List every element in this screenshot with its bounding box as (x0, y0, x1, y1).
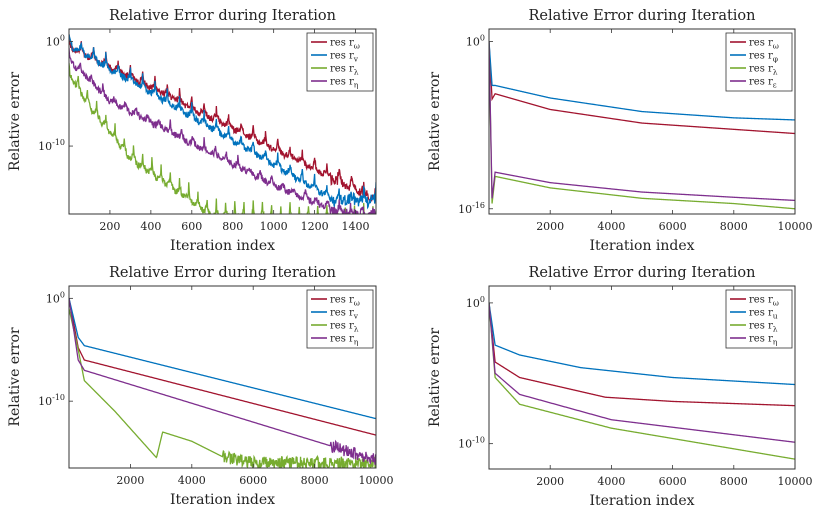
x-tick-label: 1400 (342, 220, 370, 233)
x-axis-label: Iteration index (589, 493, 694, 509)
y-tick-label: 10-10 (458, 436, 485, 451)
x-tick-label: 4000 (597, 475, 625, 488)
plot-frame (68, 28, 377, 215)
legend-label: res rv (330, 308, 359, 321)
y-tick-label: 10-16 (458, 201, 485, 216)
plot-frame (488, 28, 796, 215)
x-tick-label: 8000 (301, 474, 329, 487)
x-tick-label: 6000 (239, 474, 267, 487)
legend-label: res rη (330, 77, 359, 90)
x-tick-label: 2000 (536, 220, 564, 233)
y-tick-label: 10-10 (38, 393, 65, 408)
series-line (489, 41, 795, 135)
subplot-1: Relative Error during Iteration Iteration… (7, 8, 377, 254)
x-tick-label: 4000 (178, 474, 206, 487)
series-line (489, 302, 795, 460)
x-tick-label: 1200 (301, 220, 329, 233)
y-tick-label: 100 (466, 295, 485, 310)
legend-label: res rλ (749, 321, 778, 334)
x-axis-label: Iteration index (589, 238, 694, 254)
x-tick-label: 2000 (116, 474, 144, 487)
series-line (489, 302, 795, 386)
x-axis-label: Iteration index (170, 492, 275, 508)
series-line (489, 41, 795, 202)
plot-frame (488, 285, 796, 470)
legend-label: res rω (330, 38, 360, 51)
y-axis-label: Relative error (7, 72, 23, 171)
x-tick-label: 2000 (536, 475, 564, 488)
y-axis-label: Relative error (7, 327, 23, 426)
subplot-3: Relative Error during Iteration Iteration… (7, 265, 394, 508)
series-line (489, 302, 795, 407)
y-tick-label: 100 (46, 34, 65, 49)
legend-label: res rω (749, 295, 779, 308)
x-tick-label: 8000 (720, 475, 748, 488)
y-tick-label: 100 (466, 34, 485, 49)
x-tick-label: 10000 (778, 220, 813, 233)
x-tick-label: 10000 (778, 475, 813, 488)
series-line (69, 34, 376, 202)
series-line (69, 308, 376, 468)
legend-label: res rv (330, 51, 359, 64)
x-tick-label: 6000 (659, 475, 687, 488)
series-line (489, 41, 795, 210)
legend-label: res rω (749, 38, 779, 51)
legend-label: res rε (749, 77, 777, 90)
chart-title: Relative Error during Iteration (528, 8, 755, 24)
y-axis-label: Relative error (427, 328, 443, 427)
series-line (69, 298, 376, 465)
series-line (69, 47, 376, 214)
x-tick-label: 8000 (720, 220, 748, 233)
legend-label: res rλ (330, 321, 359, 334)
x-tick-label: 1000 (260, 220, 288, 233)
y-tick-label: 10-10 (38, 138, 65, 153)
chart-title: Relative Error during Iteration (528, 265, 755, 281)
x-tick-label: 10000 (359, 474, 394, 487)
x-tick-label: 600 (181, 220, 202, 233)
subplot-2: Relative Error during Iteration Iteration… (427, 8, 813, 254)
series-line (69, 298, 376, 436)
legend-label: res ru (749, 308, 778, 321)
series-line (69, 298, 376, 420)
x-tick-label: 6000 (659, 220, 687, 233)
y-axis-label: Relative error (427, 72, 443, 171)
subplot-4: Relative Error during Iteration Iteration… (427, 265, 813, 509)
legend-label: res rφ (749, 51, 778, 64)
chart-title: Relative Error during Iteration (109, 8, 336, 24)
x-tick-label: 200 (99, 220, 120, 233)
x-tick-label: 4000 (597, 220, 625, 233)
series-line (489, 302, 795, 443)
legend-label: res rω (330, 295, 360, 308)
series-line (69, 62, 374, 214)
series-line (489, 41, 795, 121)
x-tick-label: 400 (140, 220, 161, 233)
legend-label: res rλ (749, 64, 778, 77)
legend-label: res rη (330, 334, 359, 347)
plot-frame (68, 285, 377, 469)
legend-label: res rλ (330, 64, 359, 77)
y-tick-label: 100 (46, 290, 65, 305)
x-axis-label: Iteration index (170, 238, 275, 254)
series-line (69, 34, 376, 210)
x-tick-label: 800 (222, 220, 243, 233)
legend-label: res rη (749, 334, 778, 347)
chart-title: Relative Error during Iteration (109, 265, 336, 281)
